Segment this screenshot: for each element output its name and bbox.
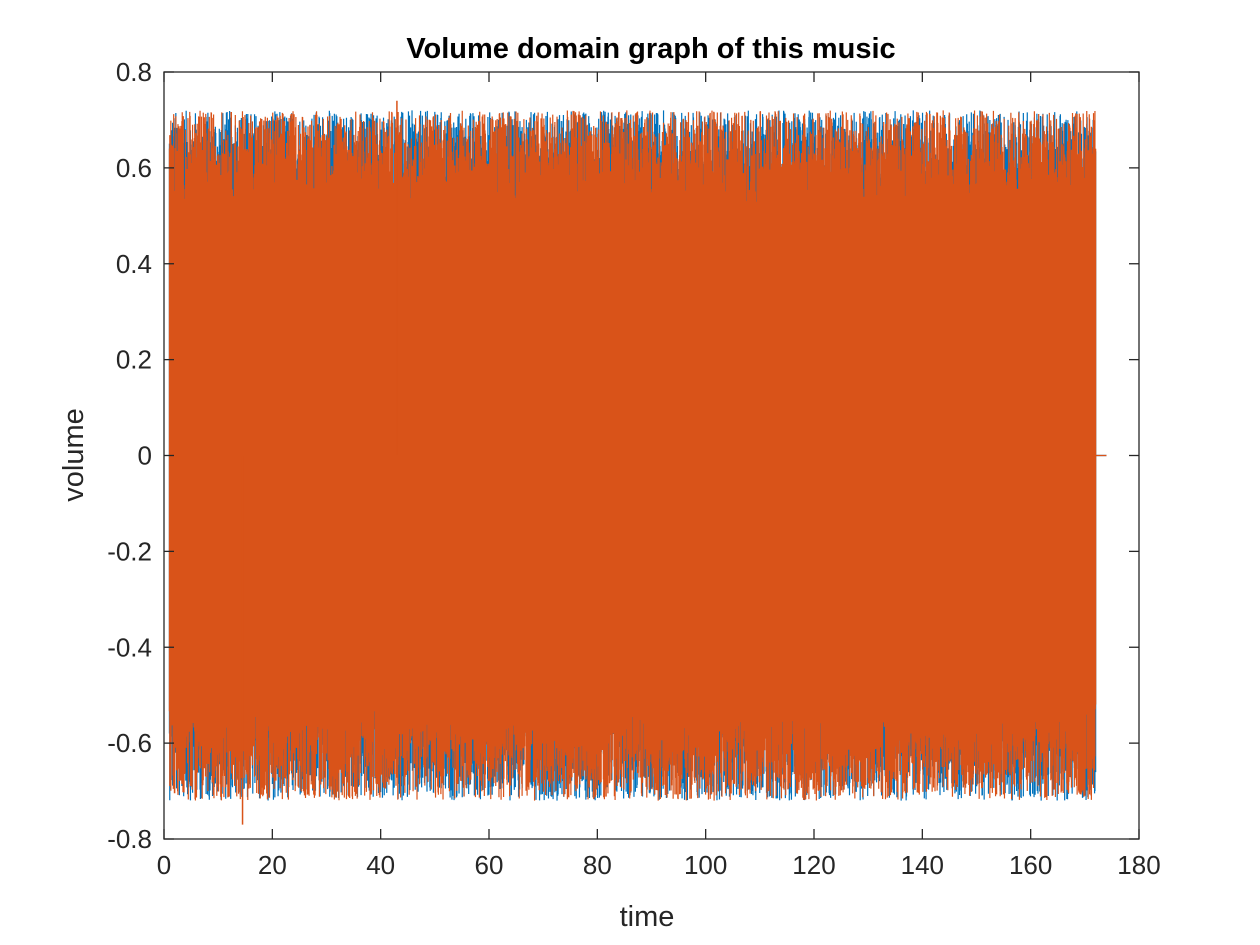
y-tick-label: -0.8 [107, 824, 152, 854]
waveform-peak [241, 100, 398, 825]
x-tick-label: 120 [792, 850, 835, 880]
y-tick-label: 0.4 [116, 249, 152, 279]
x-ticks: 0 20 40 60 80 100 120 140 160 180 [157, 72, 1161, 880]
x-tick-label: 140 [901, 850, 944, 880]
x-tick-label: 20 [258, 850, 287, 880]
x-tick-label: 160 [1009, 850, 1052, 880]
x-tick-label: 0 [157, 850, 171, 880]
y-tick-label: -0.4 [107, 632, 152, 662]
y-ticks: 0.8 0.6 0.4 0.2 0 -0.2 -0.4 -0.6 -0.8 [107, 57, 1139, 854]
x-axis-label: time [620, 901, 675, 933]
y-tick-label: 0.8 [116, 57, 152, 87]
series-1 [168, 100, 1107, 825]
chart-title: Volume domain graph of this music [406, 33, 895, 65]
y-tick-label: 0 [138, 441, 152, 471]
x-tick-label: 80 [583, 850, 612, 880]
x-tick-label: 60 [475, 850, 504, 880]
y-tick-label: -0.2 [107, 536, 152, 566]
y-axis-label: volume [58, 408, 90, 502]
series-layer [168, 100, 1107, 825]
waveform-line [168, 110, 1097, 801]
y-tick-label: 0.6 [116, 153, 152, 183]
x-tick-label: 180 [1117, 850, 1160, 880]
y-tick-label: -0.6 [107, 728, 152, 758]
y-tick-label: 0.2 [116, 345, 152, 375]
x-tick-label: 100 [684, 850, 727, 880]
x-tick-label: 40 [366, 850, 395, 880]
